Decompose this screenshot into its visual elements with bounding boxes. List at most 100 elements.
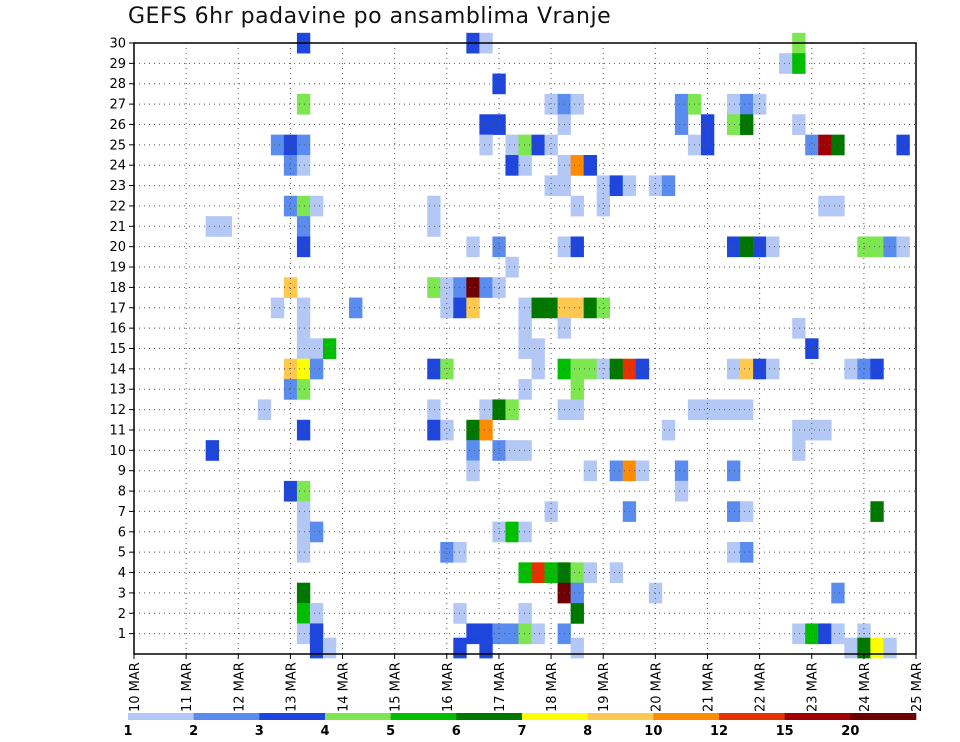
x-tick-label: 18 MAR <box>545 662 560 712</box>
y-tick-label: 3 <box>118 586 126 601</box>
heatmap-cell <box>831 134 845 156</box>
colorbar-swatch <box>587 713 654 720</box>
heatmap-cell <box>205 216 220 237</box>
heatmap-cell <box>570 603 584 624</box>
y-tick-label: 18 <box>109 281 126 296</box>
heatmap-cell <box>792 623 806 645</box>
colorbar-label: 2 <box>189 724 198 739</box>
heatmap-cell <box>792 317 806 339</box>
heatmap-cell <box>727 236 741 258</box>
y-tick-label: 10 <box>109 444 126 459</box>
heatmap-cell <box>466 236 480 258</box>
y-tick-label: 22 <box>109 199 126 214</box>
heatmap-cell <box>544 501 558 522</box>
y-tick-label: 2 <box>118 607 126 622</box>
y-tick-label: 23 <box>109 179 126 194</box>
heatmap-cell <box>518 297 532 319</box>
heatmap-cell <box>466 623 480 645</box>
heatmap-cell <box>831 582 845 604</box>
heatmap-cell <box>700 134 715 156</box>
heatmap-cell <box>283 155 298 176</box>
heatmap-cell <box>466 277 480 298</box>
heatmap-cell <box>609 460 624 482</box>
heatmap-cell <box>479 134 493 156</box>
colorbar-swatch <box>719 713 785 720</box>
heatmap-cell <box>544 93 558 115</box>
heatmap-cell <box>831 195 845 217</box>
colorbar-label: 20 <box>841 724 859 739</box>
x-tick-label: 16 MAR <box>441 662 456 712</box>
colorbar-swatch <box>128 713 194 720</box>
heatmap-cell <box>518 521 532 543</box>
y-tick-label: 7 <box>118 505 126 520</box>
y-tick-label: 5 <box>118 546 126 561</box>
y-tick-label: 16 <box>109 322 126 337</box>
heatmap-cell <box>570 93 584 115</box>
heatmap-cell <box>844 637 858 659</box>
heatmap-cell <box>740 541 754 563</box>
heatmap-cell <box>309 637 324 659</box>
heatmap-cell <box>583 297 597 319</box>
heatmap-cell <box>427 419 441 441</box>
heatmap-cell <box>531 134 545 156</box>
heatmap-cell <box>570 399 584 421</box>
heatmap-cell <box>531 562 545 584</box>
colorbar-label: 10 <box>644 724 662 739</box>
heatmap-cell <box>740 501 754 522</box>
heatmap-cell <box>570 155 584 176</box>
heatmap-cell <box>609 175 624 197</box>
heatmap-cell <box>479 114 493 135</box>
heatmap-cell <box>270 297 285 319</box>
heatmap-cell <box>531 338 545 359</box>
heatmap-cell <box>518 623 532 645</box>
heatmap-cell <box>544 134 558 156</box>
y-tick-label: 15 <box>109 342 126 357</box>
heatmap-cell <box>296 338 311 359</box>
heatmap-cell <box>296 195 311 217</box>
plot-frame <box>133 42 917 655</box>
x-tick-label: 20 MAR <box>649 662 664 712</box>
heatmap-cell <box>596 297 611 319</box>
heatmap-cell <box>792 419 806 441</box>
colorbar-label: 5 <box>386 724 395 739</box>
heatmap-cell <box>727 460 741 482</box>
x-tick-label: 19 MAR <box>597 662 612 712</box>
colorbar-label: 4 <box>320 724 329 739</box>
heatmap-cell <box>727 501 741 522</box>
heatmap-cell <box>479 419 493 441</box>
heatmap-cell <box>505 521 519 543</box>
colorbar-swatch <box>193 713 260 720</box>
y-tick-label: 26 <box>109 118 126 133</box>
heatmap-cell <box>896 236 910 258</box>
y-tick-label: 19 <box>109 261 126 276</box>
y-tick-label: 13 <box>109 383 126 398</box>
heatmap-cell <box>440 541 454 563</box>
heatmap-cell <box>779 53 793 74</box>
heatmap-cell <box>596 175 611 197</box>
heatmap-cell <box>505 440 519 461</box>
heatmap-cell <box>296 297 311 319</box>
x-tick-label: 15 MAR <box>389 662 404 712</box>
heatmap-cell <box>283 134 298 156</box>
heatmap-cell <box>296 155 311 176</box>
heatmap-cell <box>296 541 311 563</box>
heatmap-cell <box>583 562 597 584</box>
x-tick-label: 24 MAR <box>858 662 873 712</box>
colorbar-label: 3 <box>255 724 264 739</box>
heatmap-cell <box>296 623 311 645</box>
heatmap-cell <box>296 236 311 258</box>
x-tick-label: 22 MAR <box>754 662 769 712</box>
heatmap-cell <box>570 297 584 319</box>
heatmap-cells <box>205 32 910 659</box>
y-tick-label: 12 <box>109 403 126 418</box>
heatmap-cell <box>505 399 519 421</box>
heatmap-cell <box>309 195 324 217</box>
heatmap-cell <box>479 277 493 298</box>
heatmap-cell <box>296 317 311 339</box>
colorbar: 1 2 3 4 5 6 7 8 10 12 15 20 <box>123 713 917 739</box>
heatmap-cell <box>570 582 584 604</box>
y-tick-label: 4 <box>118 566 126 581</box>
heatmap-cell <box>466 419 480 441</box>
colorbar-label: 1 <box>123 724 132 739</box>
